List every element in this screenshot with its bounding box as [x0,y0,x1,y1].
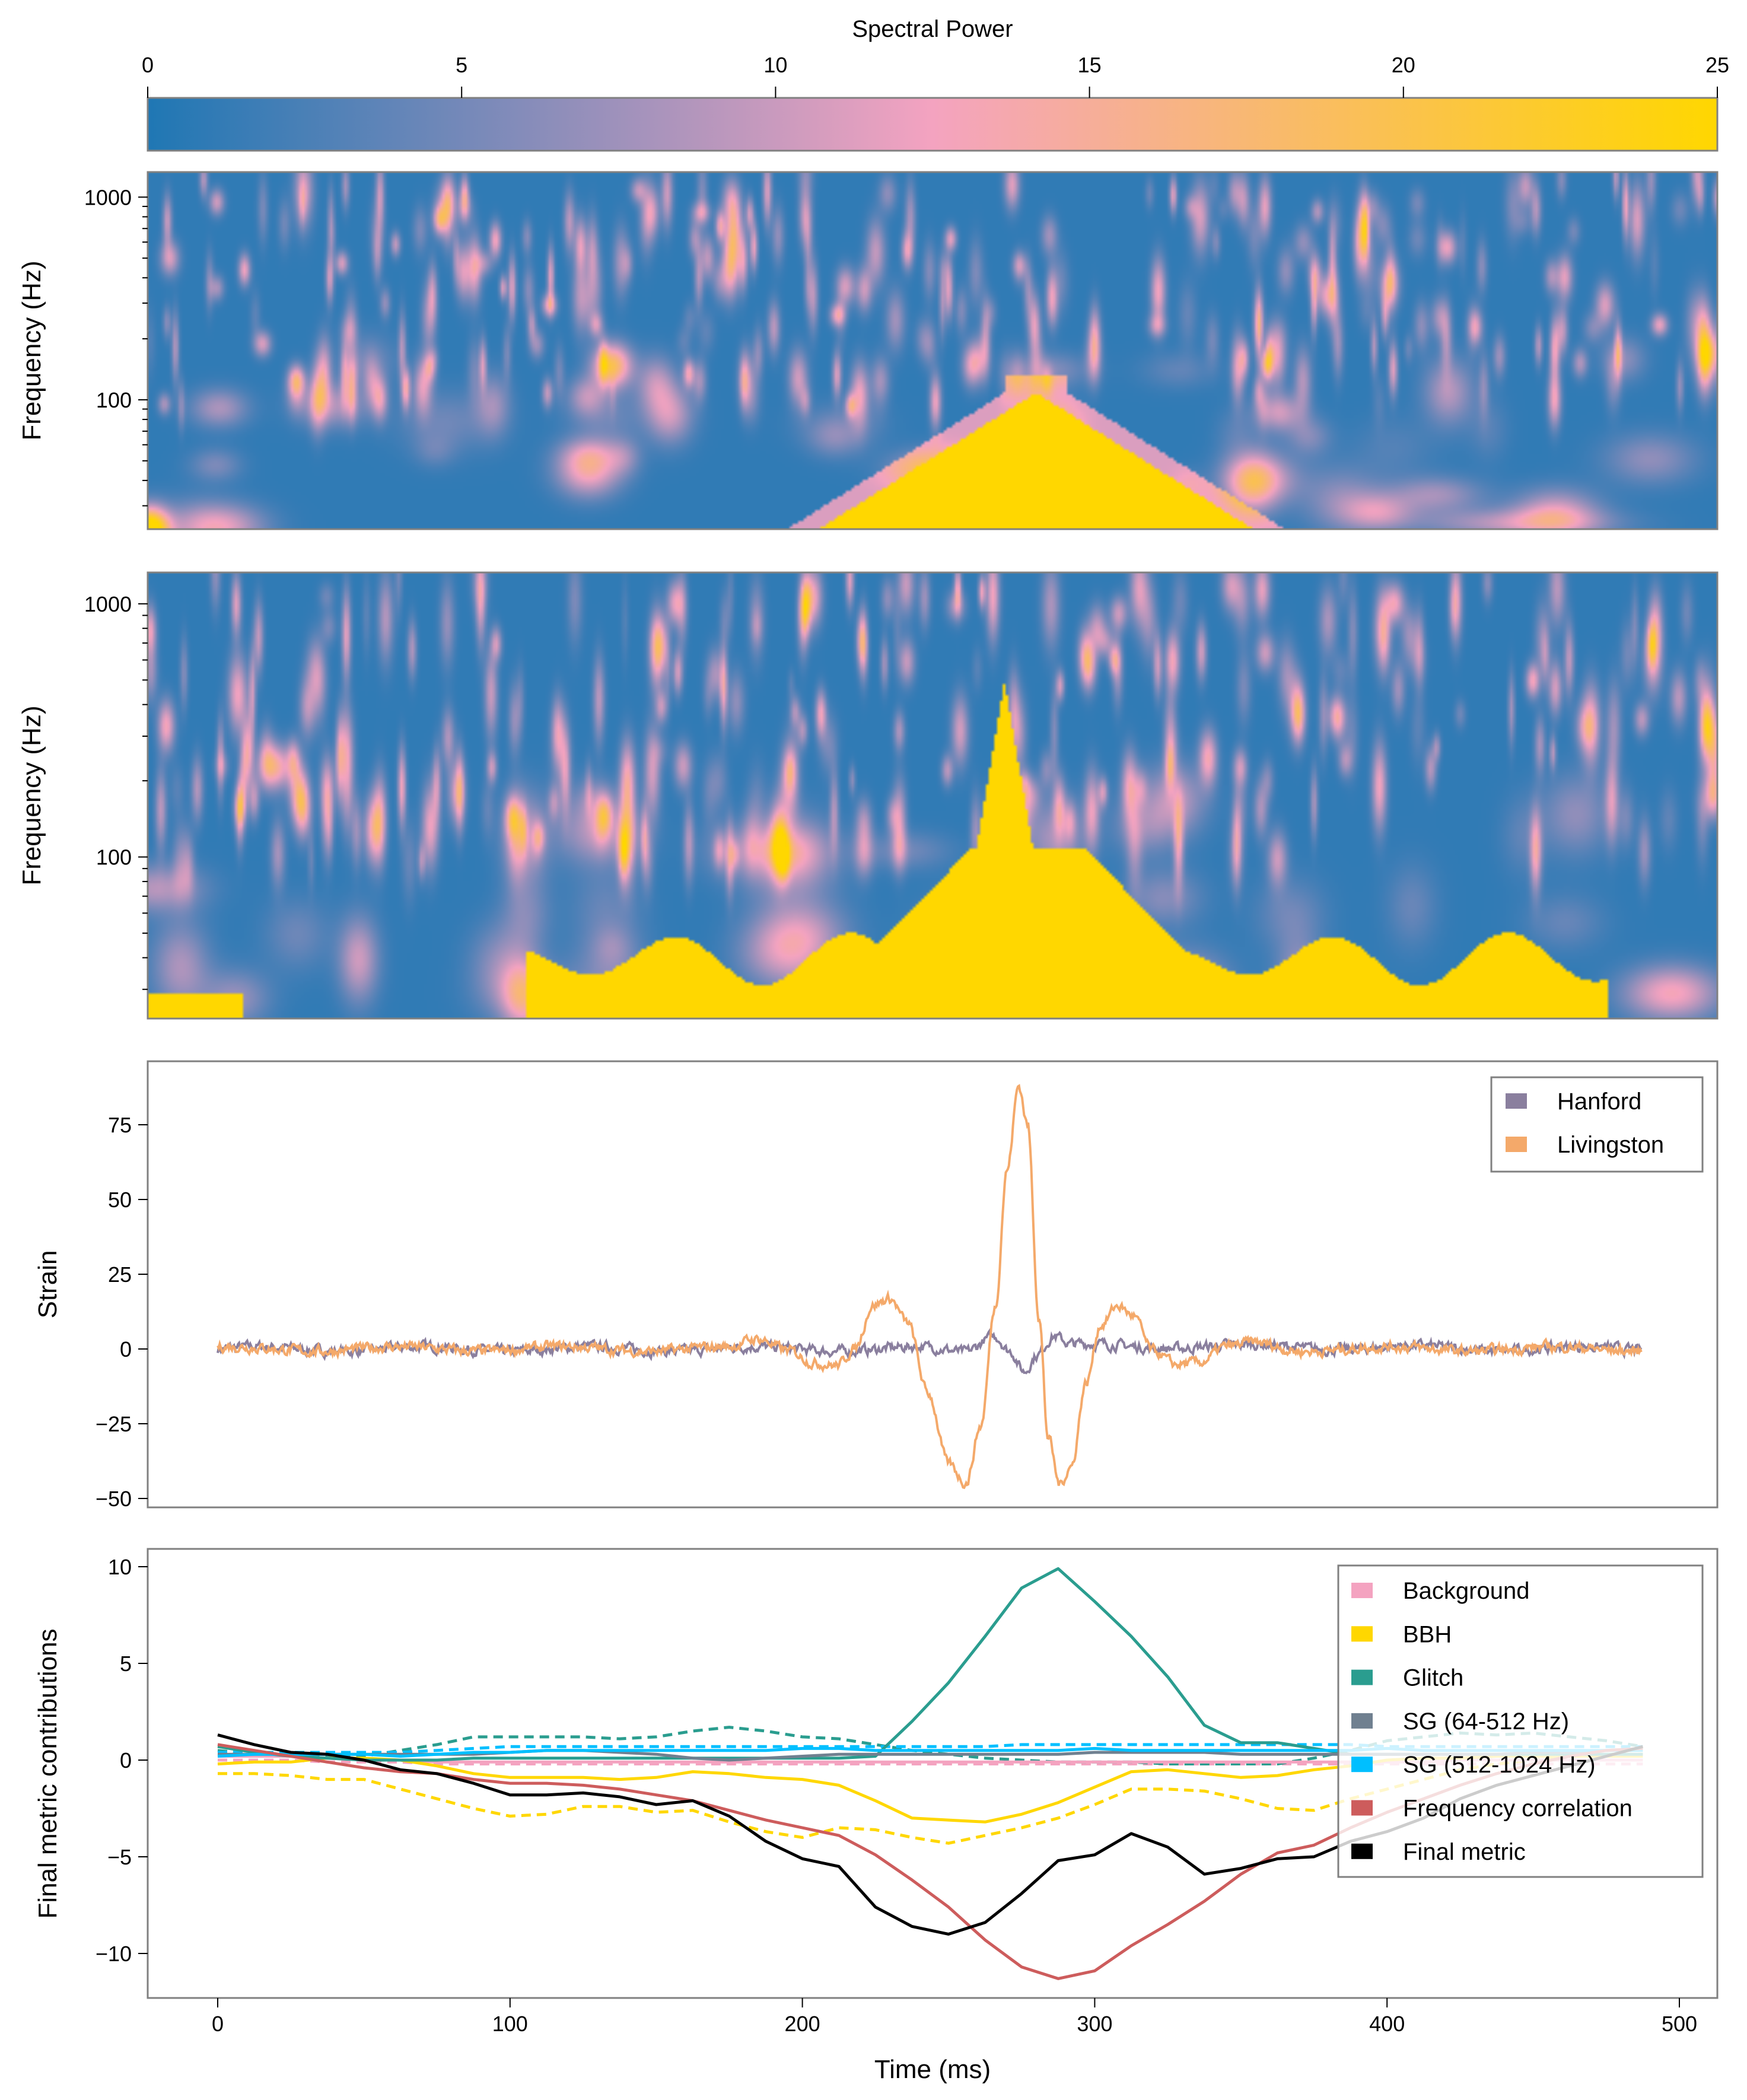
legend-swatch [1351,1583,1373,1598]
legend-swatch [1351,1843,1373,1859]
legend-swatch [1351,1669,1373,1685]
legend-label: BBH [1403,1621,1452,1647]
colorbar: Spectral Power 0 5 10 15 20 25 [142,16,1729,152]
x-tick-label: 400 [1369,2012,1405,2036]
colorbar-tick-label: 20 [1392,53,1415,77]
legend-label: Final metric [1403,1839,1526,1865]
legend-label-livingston: Livingston [1557,1132,1664,1158]
spectrogram-hanford-frame [147,171,1719,530]
legend-swatch [1351,1800,1373,1816]
colorbar-gradient [147,97,1719,152]
legend-swatch [1351,1757,1373,1773]
y-tick-label: 1000 [84,185,132,209]
spectrogram-livingston-ylabel: Frequency (Hz) [17,705,46,885]
x-tick-label: 100 [492,2012,528,2036]
y-tick-label: 0 [120,1337,132,1361]
y-tick-label: −5 [107,1845,132,1869]
y-tick-label: 75 [108,1113,132,1137]
y-tick-label: 0 [120,1748,132,1773]
x-tick-label: 500 [1662,2012,1697,2036]
colorbar-tick-label: 5 [456,53,467,77]
y-tick-label: 100 [96,845,132,870]
y-tick-label: 10 [108,1555,132,1579]
legend-label: Glitch [1403,1665,1463,1691]
x-tick-label: 0 [212,2012,224,2036]
colorbar-tick-label: 0 [142,53,154,77]
legend-swatch [1351,1626,1373,1642]
time-xlabel: Time (ms) [874,2055,991,2084]
strain-ylabel: Strain [33,1251,62,1319]
legend-label: Frequency correlation [1403,1796,1633,1822]
y-tick-label: −25 [96,1412,132,1436]
final-metric-ylabel: Final metric contributions [33,1628,62,1918]
colorbar-tick-label: 15 [1078,53,1102,77]
spectrogram-livingston-frame [147,571,1719,1020]
legend-swatch-hanford [1506,1093,1527,1109]
spectrogram-hanford [148,172,1717,529]
y-tick-label: 100 [96,388,132,412]
spectrogram-livingston [148,572,1717,1019]
y-tick-label: 50 [108,1188,132,1212]
legend-label-hanford: Hanford [1557,1089,1641,1115]
y-tick-label: −10 [96,1942,132,1966]
strain-legend: Hanford Livingston [1490,1076,1704,1173]
legend-label: SG (512-1024 Hz) [1403,1752,1596,1778]
final-metric-plot-frame [147,1548,1719,1999]
strain-line-livingston [217,1084,1643,1490]
y-tick-label: 1000 [84,592,132,616]
spectrogram-hanford-ylabel: Frequency (Hz) [17,260,46,440]
colorbar-label: Spectral Power [852,16,1013,42]
legend-label: Background [1403,1578,1529,1604]
legend-swatch-livingston [1506,1137,1527,1152]
colorbar-tick-label: 10 [763,53,787,77]
legend-swatch [1351,1713,1373,1729]
x-tick-label: 300 [1077,2012,1112,2036]
y-tick-label: 25 [108,1262,132,1287]
y-tick-label: 5 [120,1652,132,1676]
legend-label: SG (64-512 Hz) [1403,1708,1569,1735]
colorbar-tick-label: 25 [1705,53,1729,77]
final-metric-legend: Background BBH Glitch SG (64-512 Hz) SG (512… [1337,1564,1704,1878]
strain-plot-frame [147,1060,1719,1509]
y-tick-label: −50 [96,1487,132,1511]
x-tick-label: 200 [785,2012,820,2036]
